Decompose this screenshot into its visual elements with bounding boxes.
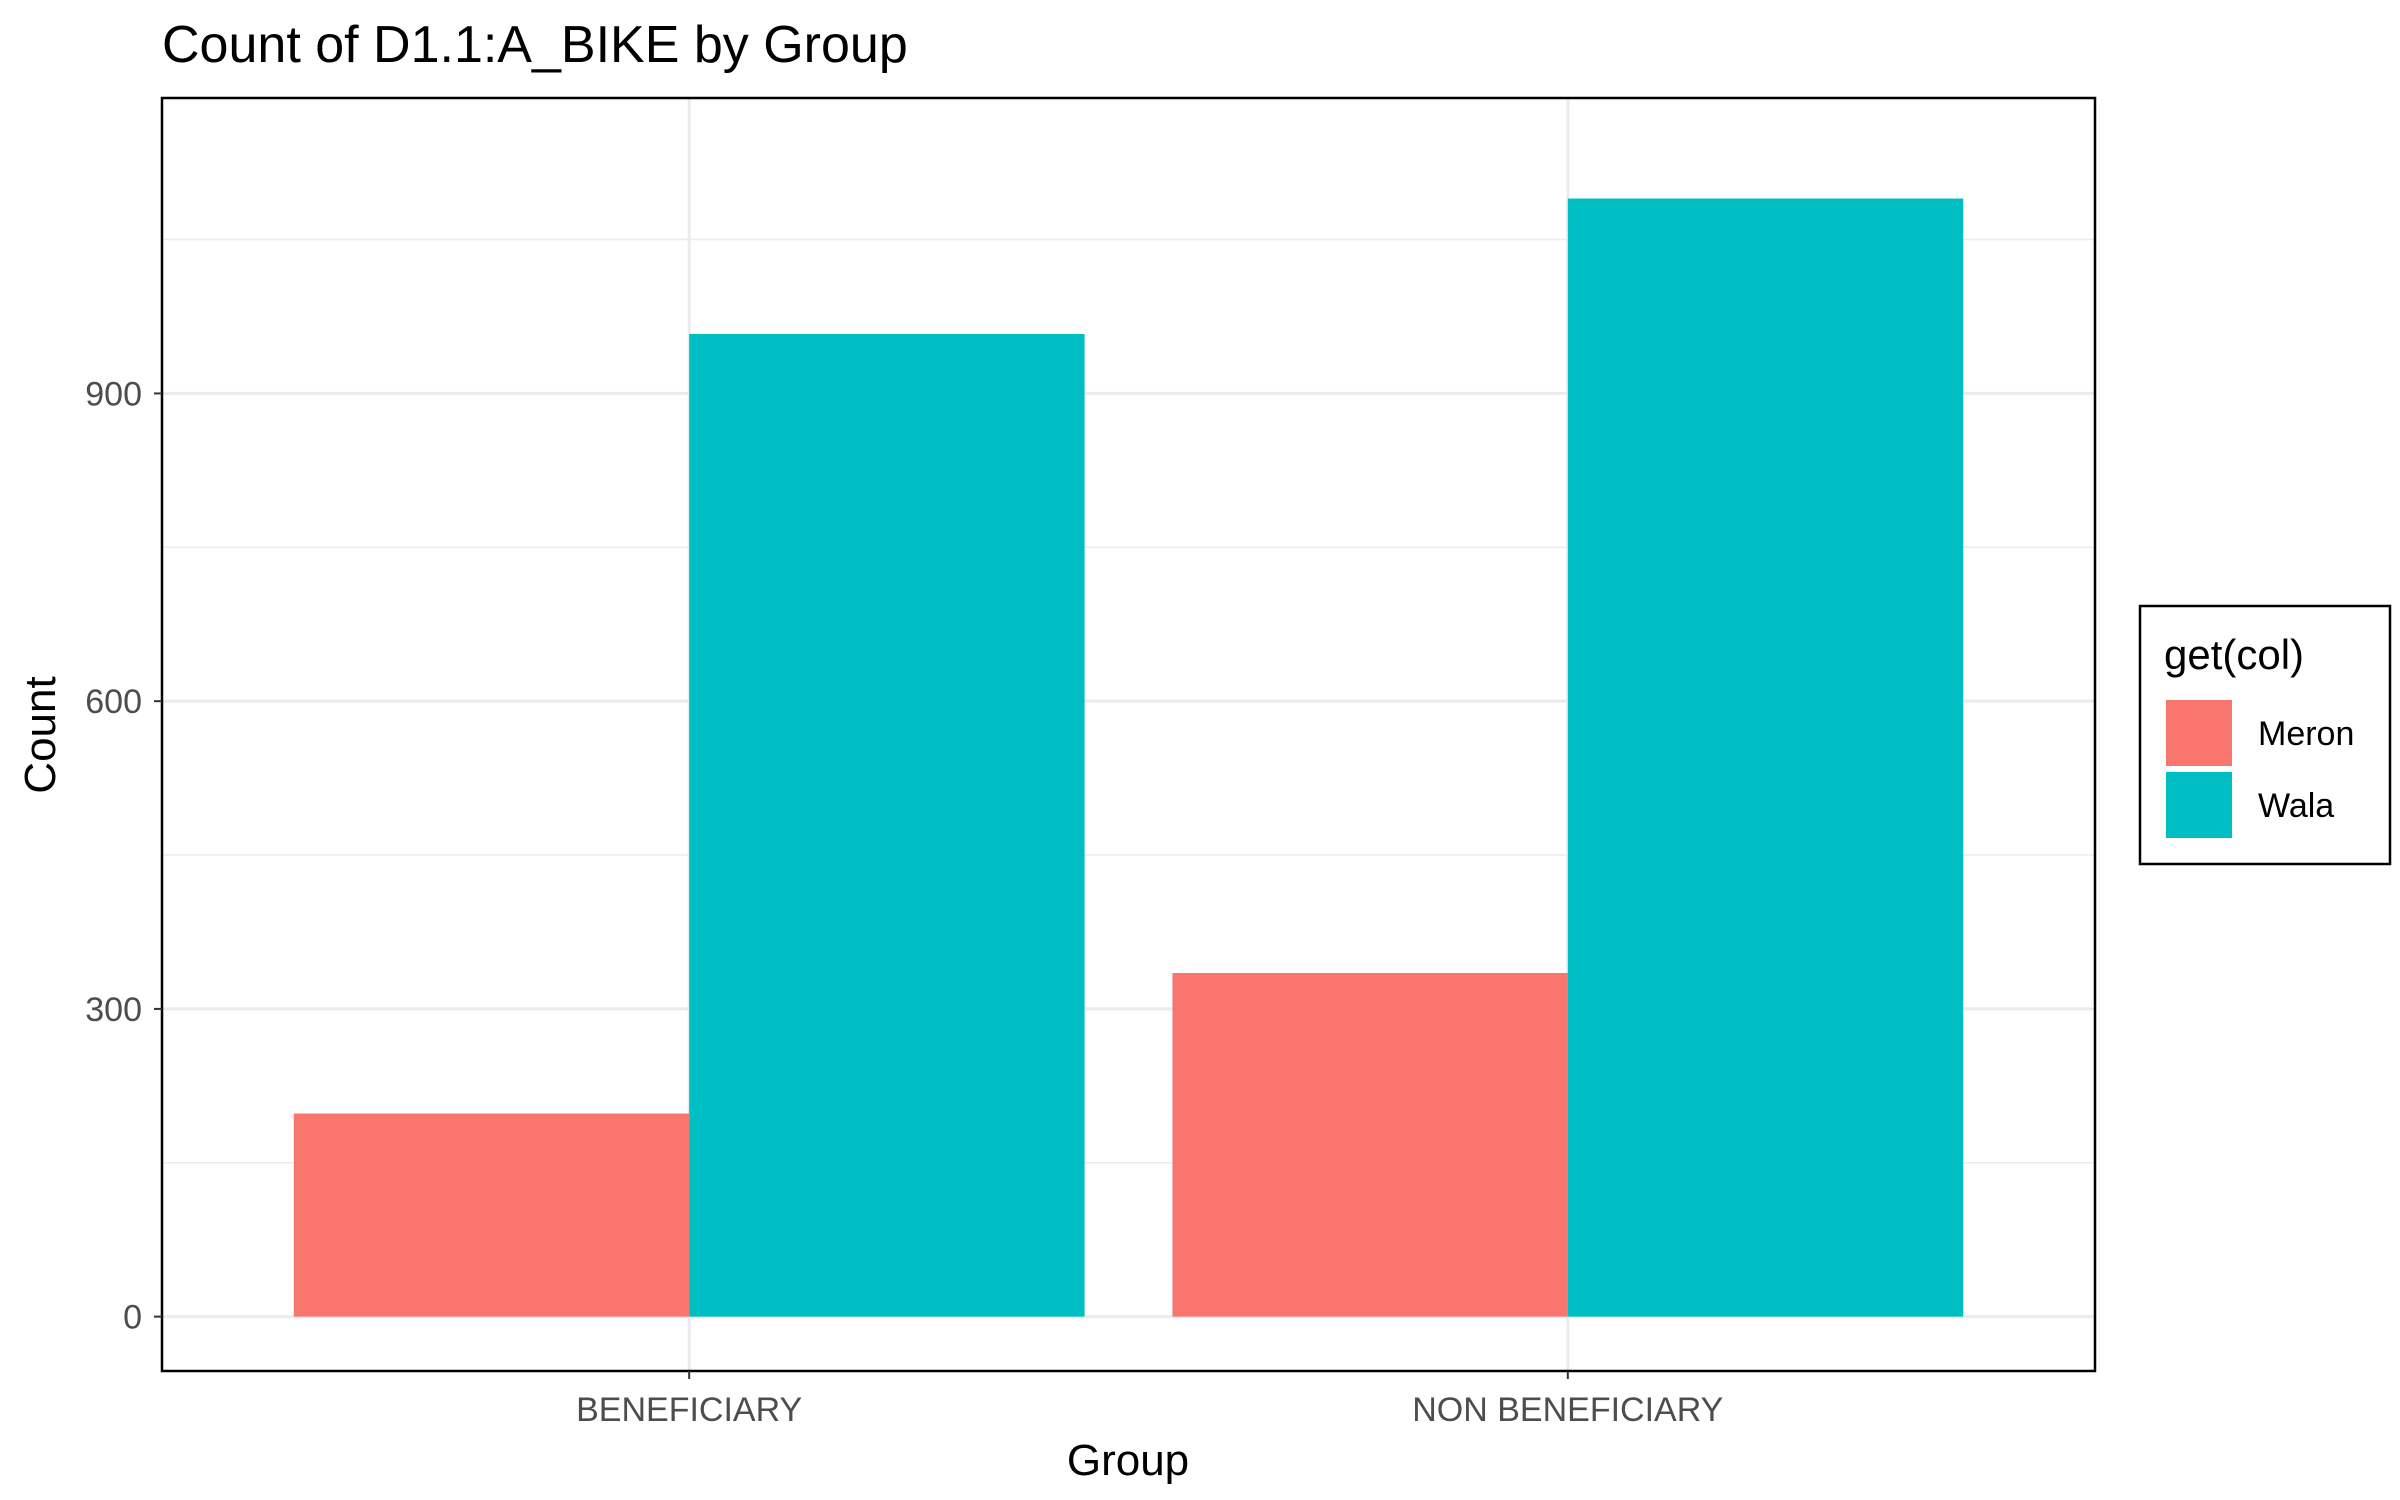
bar-meron-2	[1172, 972, 1568, 1317]
legend-swatch-wala	[2166, 772, 2232, 838]
y-axis-title: Count	[16, 676, 65, 793]
bars	[293, 198, 1964, 1317]
legend-swatch-meron	[2166, 700, 2232, 766]
legend: get(col) Meron Wala	[2138, 604, 2392, 866]
y-tick-label: 600	[85, 683, 142, 721]
plot-border	[160, 96, 2097, 1373]
y-tick-label: 0	[123, 1299, 142, 1337]
x-axis-ticks: BENEFICIARY NON BENEFICIARY	[576, 1371, 1723, 1429]
y-tick-label: 300	[85, 991, 142, 1029]
bar-wala-2	[1567, 198, 1964, 1317]
x-axis-title: Group	[1067, 1436, 1189, 1485]
legend-title: get(col)	[2164, 631, 2304, 678]
bar-meron-1	[293, 1113, 690, 1317]
legend-label-wala: Wala	[2258, 787, 2334, 825]
x-tick-label: BENEFICIARY	[576, 1391, 802, 1429]
bar-wala-1	[689, 333, 1085, 1317]
chart-title: Count of D1.1:A_BIKE by Group	[162, 16, 908, 74]
y-axis-ticks: 0 300 600 900	[85, 375, 162, 1337]
legend-label-meron: Meron	[2258, 715, 2354, 753]
x-tick-label: NON BENEFICIARY	[1412, 1391, 1723, 1429]
y-tick-label: 900	[85, 375, 142, 413]
legend-items: Meron Wala	[2166, 700, 2354, 838]
